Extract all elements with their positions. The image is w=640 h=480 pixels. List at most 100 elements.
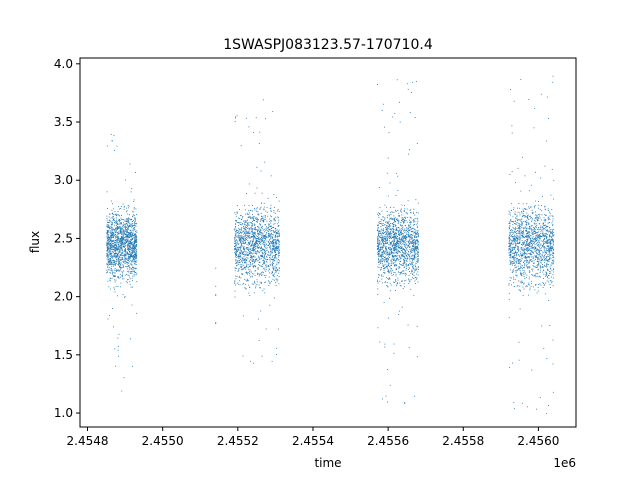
- data-point: [265, 275, 267, 276]
- data-point: [131, 239, 133, 240]
- data-point: [273, 211, 275, 213]
- data-point: [117, 242, 118, 244]
- data-point: [520, 254, 522, 256]
- data-point: [278, 256, 279, 258]
- data-point: [396, 241, 398, 243]
- data-point: [109, 244, 111, 246]
- data-point: [509, 227, 510, 229]
- data-point: [376, 225, 378, 226]
- data-point: [268, 235, 269, 237]
- data-point: [258, 247, 260, 248]
- data-point: [256, 284, 258, 285]
- data-point: [263, 267, 265, 269]
- data-point: [110, 253, 112, 255]
- data-point: [401, 219, 403, 221]
- data-point: [404, 273, 406, 275]
- data-point: [129, 222, 130, 224]
- data-point: [408, 267, 410, 269]
- data-point: [279, 260, 280, 262]
- data-point: [127, 253, 129, 255]
- data-point: [545, 282, 547, 284]
- data-point: [125, 227, 127, 228]
- data-point: [254, 226, 256, 228]
- data-point: [120, 267, 122, 269]
- data-point: [259, 259, 261, 260]
- data-point: [134, 220, 136, 222]
- data-point: [539, 248, 541, 250]
- data-point: [130, 239, 132, 241]
- data-point: [261, 235, 263, 237]
- data-point: [118, 238, 120, 240]
- data-point: [120, 258, 122, 260]
- data-point: [118, 239, 120, 241]
- data-point: [116, 253, 118, 255]
- data-point: [387, 265, 389, 267]
- data-point: [129, 224, 131, 226]
- data-point: [119, 233, 121, 235]
- data-point: [273, 231, 275, 233]
- data-point: [108, 247, 110, 249]
- data-point: [404, 236, 406, 238]
- data-point: [257, 219, 259, 220]
- data-point: [414, 236, 415, 238]
- data-point: [125, 254, 127, 256]
- data-point: [259, 258, 261, 260]
- data-point: [112, 236, 114, 238]
- data-point: [107, 232, 109, 234]
- data-point: [272, 230, 274, 232]
- data-point: [278, 272, 280, 274]
- data-point: [254, 235, 256, 237]
- data-point: [415, 80, 417, 82]
- data-point: [244, 261, 246, 263]
- data-point: [396, 219, 398, 220]
- data-point: [525, 229, 527, 231]
- data-point: [404, 235, 406, 237]
- data-point: [250, 240, 252, 242]
- data-point: [391, 274, 393, 276]
- data-point: [236, 211, 238, 213]
- data-point: [259, 209, 261, 210]
- data-point: [417, 249, 419, 251]
- data-point: [134, 252, 136, 254]
- data-point: [390, 273, 392, 275]
- data-point: [526, 221, 528, 223]
- data-point: [245, 251, 247, 252]
- data-point: [403, 219, 404, 221]
- data-point: [414, 251, 416, 253]
- data-point: [109, 254, 111, 256]
- data-point: [538, 227, 539, 228]
- data-point: [113, 244, 115, 246]
- data-point: [108, 237, 110, 239]
- data-point: [395, 265, 397, 267]
- data-point: [253, 259, 254, 261]
- data-point: [123, 231, 124, 233]
- data-point: [234, 245, 236, 246]
- data-point: [134, 251, 136, 253]
- data-point: [275, 249, 277, 251]
- data-point: [247, 224, 249, 226]
- data-point: [393, 234, 394, 236]
- data-point: [235, 234, 237, 236]
- data-point: [135, 260, 137, 262]
- data-point: [522, 273, 524, 275]
- data-point: [121, 257, 123, 259]
- data-point: [538, 251, 540, 253]
- data-point: [379, 214, 381, 216]
- data-point: [409, 237, 411, 239]
- data-point: [122, 230, 124, 232]
- data-point: [263, 209, 265, 211]
- data-point: [258, 143, 260, 144]
- data-point: [241, 236, 243, 238]
- data-point: [126, 268, 128, 270]
- data-point: [545, 209, 547, 211]
- data-point: [110, 251, 112, 252]
- data-point: [405, 220, 407, 221]
- data-point: [378, 187, 380, 189]
- data-point: [385, 236, 387, 238]
- data-point: [126, 229, 128, 231]
- data-point: [273, 240, 274, 242]
- data-point: [114, 365, 116, 367]
- data-point: [410, 272, 412, 274]
- data-point: [237, 249, 238, 251]
- data-point: [123, 278, 125, 280]
